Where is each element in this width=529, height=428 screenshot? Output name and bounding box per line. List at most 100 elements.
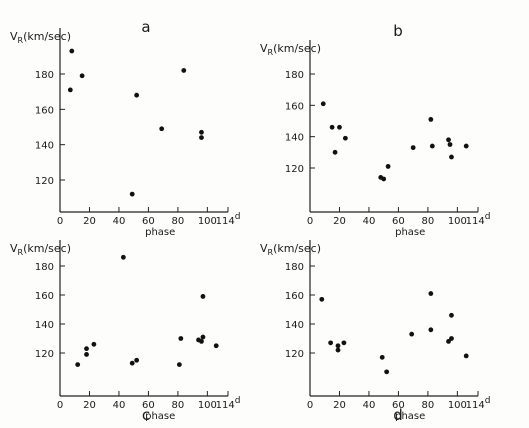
data-point-b: [385, 164, 391, 169]
y-tick-label-d: 160: [285, 291, 304, 302]
data-point-c: [75, 362, 81, 367]
y-tick-label-d: 180: [285, 262, 304, 273]
data-point-b: [449, 154, 454, 160]
x-tick-label-c: 40: [113, 400, 126, 411]
data-point-b: [463, 143, 469, 149]
y-axis-label-a: VR(km/sec): [10, 30, 71, 45]
x-tick-label-d: 60: [392, 400, 405, 411]
y-label-units: (km/sec): [273, 242, 321, 255]
x-tick-superscript: d: [485, 396, 491, 406]
panel-letter-c: c: [142, 406, 150, 424]
x-tick-label-c: 20: [83, 400, 96, 411]
y-label-main: V: [10, 242, 18, 255]
data-point-d: [319, 296, 325, 302]
data-point-b: [429, 143, 435, 149]
y-label-units: (km/sec): [23, 30, 71, 43]
y-label-main: V: [260, 242, 268, 255]
data-point-b: [332, 149, 338, 155]
y-label-main: V: [10, 30, 18, 43]
data-point-a: [159, 126, 165, 132]
data-point-a: [199, 129, 204, 135]
x-tick-label-a: 20: [83, 216, 96, 227]
data-point-c: [178, 336, 184, 341]
data-point-d: [341, 340, 347, 346]
y-label-subscript: R: [268, 248, 274, 257]
data-point-a: [181, 68, 187, 73]
panel-letter-a: a: [141, 18, 150, 36]
data-point-d: [428, 291, 434, 296]
data-point-d: [328, 340, 334, 346]
x-tick-label-a: 0: [57, 216, 63, 227]
y-label-main: V: [260, 42, 268, 55]
y-axis-label-d: VR(km/sec): [260, 242, 321, 257]
data-point-c: [176, 362, 182, 367]
data-point-d: [446, 339, 451, 344]
data-point-b: [337, 124, 342, 130]
x-tick-label-d: 80: [422, 400, 435, 411]
data-point-a: [79, 73, 85, 79]
x-tick-label-d: 20: [333, 400, 346, 411]
y-tick-label-a: 120: [35, 176, 54, 187]
y-axis-label-c: VR(km/sec): [10, 242, 71, 257]
x-tick-label-c: 80: [172, 400, 185, 411]
y-axis-label-b: VR(km/sec): [260, 42, 321, 57]
x-tick-label-d: 100: [448, 400, 467, 411]
y-tick-label-c: 120: [35, 349, 54, 360]
x-tick-label-b: 40: [363, 216, 376, 227]
x-tick-label-b: 100: [448, 216, 467, 227]
panel-letter-b: b: [393, 22, 403, 40]
data-point-d: [384, 369, 390, 375]
data-point-a: [199, 135, 204, 141]
x-tick-label-c: 100: [198, 400, 217, 411]
data-point-a: [134, 92, 140, 98]
data-point-d: [335, 347, 341, 353]
x-tick-label-b: 114d: [466, 212, 491, 227]
data-point-c: [84, 352, 89, 357]
data-point-b: [381, 176, 387, 182]
x-tick-label-d: 40: [363, 400, 376, 411]
y-tick-label-b: 180: [285, 70, 304, 81]
data-point-c: [120, 254, 126, 260]
x-axis-label-d: phase: [395, 411, 425, 422]
y-tick-label-c: 140: [35, 320, 54, 331]
y-tick-label-d: 120: [285, 349, 304, 360]
data-point-c: [200, 334, 206, 340]
x-tick-label-b: 80: [422, 216, 435, 227]
x-tick-label-a: 40: [113, 216, 126, 227]
data-point-d: [449, 336, 454, 341]
y-label-subscript: R: [18, 248, 24, 257]
data-point-b: [446, 137, 451, 143]
x-tick-label-a: 60: [142, 216, 155, 227]
y-tick-label-b: 140: [285, 133, 304, 144]
y-tick-label-b: 120: [285, 164, 304, 175]
data-point-c: [84, 346, 89, 352]
x-tick-label-c: 60: [142, 400, 155, 411]
data-point-d: [463, 353, 469, 359]
data-point-d: [449, 312, 454, 318]
data-point-b: [342, 135, 348, 141]
data-point-b: [320, 101, 326, 107]
y-tick-label-c: 160: [35, 291, 54, 302]
x-tick-label-d: 0: [307, 400, 313, 411]
x-tick-superscript: d: [485, 212, 491, 222]
x-axis-label-b: phase: [395, 227, 425, 238]
data-point-c: [199, 339, 204, 344]
data-point-c: [200, 294, 206, 299]
x-tick-label-a: 100: [198, 216, 217, 227]
x-tick-label-c: 0: [57, 400, 63, 411]
x-axis-label-a: phase: [145, 227, 175, 238]
x-tick-label-b: 20: [333, 216, 346, 227]
x-tick-label-d: 114d: [466, 396, 491, 411]
data-point-c: [213, 343, 219, 349]
x-tick-label-a: 114d: [216, 212, 241, 227]
x-tick-superscript: d: [235, 212, 241, 222]
panel-letter-d: d: [393, 406, 403, 424]
data-point-b: [447, 142, 453, 147]
data-point-c: [129, 360, 135, 366]
data-point-c: [91, 341, 97, 347]
y-label-units: (km/sec): [273, 42, 321, 55]
data-point-d: [428, 327, 434, 333]
y-label-units: (km/sec): [23, 242, 71, 255]
y-label-subscript: R: [18, 36, 24, 45]
data-point-a: [129, 191, 135, 197]
